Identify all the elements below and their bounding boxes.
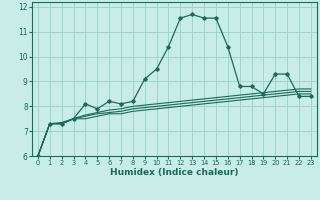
X-axis label: Humidex (Indice chaleur): Humidex (Indice chaleur) — [110, 168, 239, 177]
